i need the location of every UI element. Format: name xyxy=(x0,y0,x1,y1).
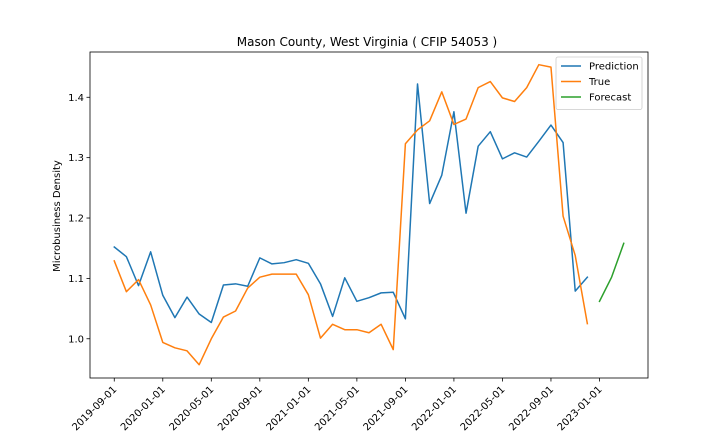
y-axis-label: Microbusiness Density xyxy=(52,160,63,272)
chart-title: Mason County, West Virginia ( CFIP 54053… xyxy=(237,35,498,49)
legend-label-prediction: Prediction xyxy=(589,62,639,73)
legend: Prediction True Forecast xyxy=(555,56,643,110)
y-tick-label: 1.2 xyxy=(68,214,84,225)
legend-label-true: True xyxy=(588,77,610,88)
y-tick-label: 1.4 xyxy=(68,93,84,104)
series-line-true xyxy=(113,63,589,366)
series-line-prediction xyxy=(113,83,589,324)
y-tick-label: 1.1 xyxy=(68,274,84,285)
y-tick-label: 1.0 xyxy=(68,334,84,345)
plot-frame xyxy=(89,51,649,379)
legend-label-forecast: Forecast xyxy=(589,93,631,104)
y-tick-label: 1.3 xyxy=(68,153,84,164)
series-line-forecast xyxy=(598,242,625,303)
